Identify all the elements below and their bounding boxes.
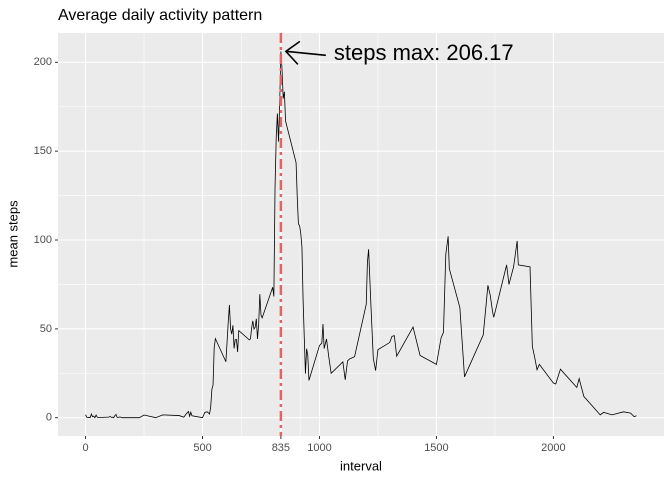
x-tick-label: 1500 (424, 442, 448, 454)
y-tick-label: 200 (34, 56, 52, 68)
x-tick-label: 2000 (541, 442, 565, 454)
y-tick-label: 150 (34, 145, 52, 157)
panel (58, 33, 664, 436)
y-tick-label: 100 (34, 234, 52, 246)
x-tick-label: 1000 (307, 442, 331, 454)
chart-title: Average daily activity pattern (58, 7, 262, 24)
annotation-arrow (284, 40, 326, 65)
x-axis-title: interval (340, 458, 382, 473)
data-line (85, 51, 637, 419)
x-tick-label: 835 (272, 442, 290, 454)
y-tick-label: 50 (40, 323, 52, 335)
x-tick-label: 500 (193, 442, 211, 454)
x-tick-label: 0 (82, 442, 88, 454)
y-axis-title: mean steps (5, 200, 20, 268)
y-tick-label: 0 (46, 412, 52, 424)
annotation: steps max: 206.17 (334, 40, 514, 65)
